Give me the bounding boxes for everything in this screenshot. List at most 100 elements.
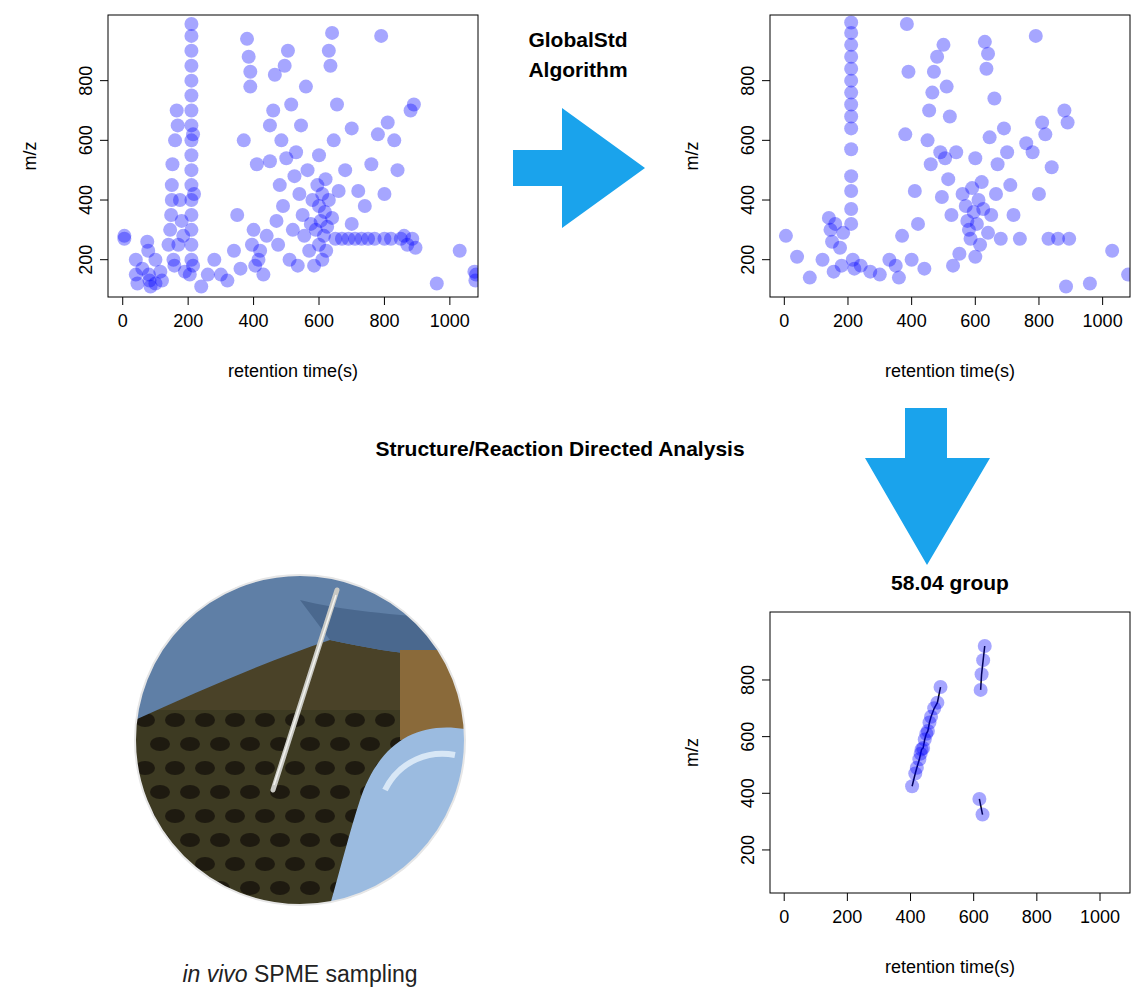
point: [892, 271, 906, 285]
point: [194, 280, 208, 294]
point: [358, 199, 372, 213]
point: [230, 208, 244, 222]
fish-spot: [420, 881, 440, 895]
fish-spot: [270, 833, 290, 847]
point: [803, 271, 817, 285]
point: [970, 217, 984, 231]
x-tick-label: 1000: [1083, 311, 1123, 331]
fish-spot: [285, 809, 305, 823]
point: [1121, 268, 1130, 282]
fish-spot: [360, 737, 380, 751]
point: [844, 169, 858, 183]
point: [981, 226, 995, 240]
point: [978, 639, 992, 653]
point: [292, 187, 306, 201]
point: [968, 250, 982, 264]
fish-spot: [465, 761, 485, 775]
point: [184, 29, 198, 43]
point: [905, 779, 919, 793]
point: [391, 163, 405, 177]
point: [374, 29, 388, 43]
fish-spot: [255, 713, 275, 727]
point: [936, 38, 950, 52]
x-tick: [975, 297, 976, 305]
point: [911, 217, 925, 231]
y-tick: [762, 140, 770, 141]
point: [994, 232, 1008, 246]
fish-spot: [150, 833, 170, 847]
point: [184, 59, 198, 73]
point: [168, 133, 182, 147]
x-tick: [973, 893, 974, 901]
x-tick-label: 200: [832, 907, 862, 927]
point: [968, 151, 982, 165]
plot-marks: [905, 639, 992, 822]
fish-spot: [180, 881, 200, 895]
point: [901, 65, 915, 79]
point: [921, 133, 935, 147]
point: [294, 118, 308, 132]
x-tick: [911, 297, 912, 305]
x-tick-label: 800: [1024, 311, 1054, 331]
x-tick: [384, 297, 385, 305]
point: [345, 121, 359, 135]
point: [247, 223, 261, 237]
point: [184, 44, 198, 58]
point: [816, 253, 830, 267]
fish-spot: [465, 809, 485, 823]
y-axis-title: m/z: [20, 142, 40, 171]
x-tick-label: 0: [779, 311, 789, 331]
point: [453, 244, 467, 258]
point: [1045, 160, 1059, 174]
x-tick-label: 1000: [1080, 907, 1120, 927]
x-axis-title: retention time(s): [885, 361, 1015, 381]
fish-spot: [225, 857, 245, 871]
x-axis-title: retention time(s): [228, 361, 358, 381]
point: [922, 103, 936, 117]
point: [184, 208, 198, 222]
fish-spot: [255, 857, 275, 871]
point: [327, 133, 341, 147]
y-tick: [762, 679, 770, 680]
y-tick: [762, 200, 770, 201]
x-tick-label: 400: [897, 311, 927, 331]
point: [844, 109, 858, 123]
caption-italic: in vivo: [182, 961, 247, 987]
point: [1003, 178, 1017, 192]
fish-spot: [480, 881, 500, 895]
fish-spot: [300, 833, 320, 847]
fish-spot: [165, 857, 185, 871]
point: [833, 241, 847, 255]
fish-spot: [180, 785, 200, 799]
point: [908, 184, 922, 198]
fish-spot: [450, 881, 470, 895]
fish-spot: [210, 833, 230, 847]
fish-spot: [150, 881, 170, 895]
x-tick: [449, 297, 450, 305]
fish-spot: [210, 737, 230, 751]
point: [976, 808, 990, 822]
fish-spot: [480, 737, 500, 751]
point: [469, 268, 478, 282]
fish-spot: [240, 881, 260, 895]
point: [278, 59, 292, 73]
point: [976, 653, 990, 667]
point: [1026, 145, 1040, 159]
point: [237, 133, 251, 147]
point: [242, 50, 256, 64]
x-axis-title: retention time(s): [885, 957, 1015, 977]
fish-spot: [195, 713, 215, 727]
point: [983, 130, 997, 144]
fish-spot: [180, 737, 200, 751]
point: [319, 172, 333, 186]
arrow-label: GlobalStdAlgorithm: [528, 28, 627, 81]
point: [184, 148, 198, 162]
x-tick-label: 200: [833, 311, 863, 331]
y-tick: [100, 80, 108, 81]
plot-marks: [117, 17, 478, 294]
point: [779, 229, 793, 243]
point: [171, 118, 185, 132]
point: [407, 98, 421, 112]
point: [927, 65, 941, 79]
fish-spot: [195, 809, 215, 823]
